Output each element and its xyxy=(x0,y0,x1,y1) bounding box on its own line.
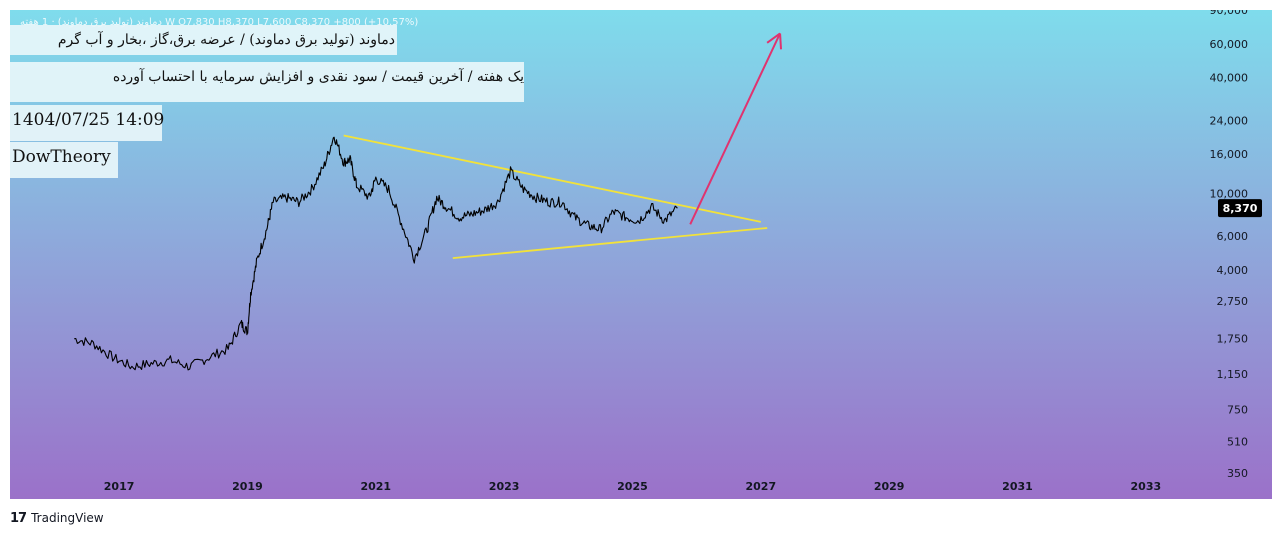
y-tick-label: 750 xyxy=(1227,403,1248,416)
y-tick-label: 40,000 xyxy=(1210,72,1249,85)
y-tick-label: 350 xyxy=(1227,467,1248,480)
y-tick-label: 90,000 xyxy=(1210,10,1249,17)
y-tick-label: 1,150 xyxy=(1217,368,1249,381)
x-tick-label: 2033 xyxy=(1131,480,1162,493)
y-tick-label: 4,000 xyxy=(1217,264,1249,277)
ticker-info: دماوند (تولید برق دماوند) · 1 هفته W O7,… xyxy=(20,17,419,28)
forecast-arrow-shaft xyxy=(689,32,781,225)
chart-area[interactable]: 90,000 60,000 40,000 24,000 16,000 10,000 6,00… xyxy=(10,10,1272,499)
y-tick-label: 24,000 xyxy=(1210,114,1249,127)
triangle-lower-trendline xyxy=(452,227,768,259)
forecast-arrow-head-left xyxy=(766,32,781,44)
y-tick-label: 16,000 xyxy=(1210,148,1249,161)
y-tick-label: 10,000 xyxy=(1210,187,1249,200)
x-tick-label: 2027 xyxy=(745,480,776,493)
y-tick-label: 6,000 xyxy=(1217,230,1249,243)
last-price-badge xyxy=(1218,199,1262,218)
x-tick-label: 2029 xyxy=(874,480,905,493)
y-tick-label: 510 xyxy=(1227,436,1248,449)
x-tick-label: 2025 xyxy=(617,480,648,493)
x-tick-label: 2031 xyxy=(1002,480,1033,493)
chart-author: DowTheory xyxy=(10,142,118,178)
x-tick-label: 2017 xyxy=(104,480,135,493)
footer: 17 TradingView xyxy=(10,509,104,527)
tradingview-logo-icon[interactable]: 17 xyxy=(10,510,27,526)
x-tick-label: 2019 xyxy=(232,480,263,493)
chart-subtitle: یک هفته / آخرین قیمت / سود نقدی و افزایش… xyxy=(10,62,524,102)
y-tick-label: 1,750 xyxy=(1217,333,1249,346)
brand-label[interactable]: TradingView xyxy=(31,511,104,525)
y-tick-label: 60,000 xyxy=(1210,38,1249,51)
x-tick-label: 2023 xyxy=(489,480,520,493)
price-series-line xyxy=(74,136,678,371)
price-chart[interactable]: 90,000 60,000 40,000 24,000 16,000 10,000 6,00… xyxy=(10,10,1272,499)
triangle-upper-trendline xyxy=(343,134,761,223)
last-price-label: 8,370 xyxy=(1223,202,1258,215)
x-tick-label: 2021 xyxy=(360,480,391,493)
chart-datetime: 1404/07/25 14:09 xyxy=(10,105,164,141)
chart-title: دماوند (تولید برق دماوند) / عرضه برق،گاز… xyxy=(10,25,397,55)
forecast-arrow-head-right xyxy=(779,33,783,50)
y-tick-label: 2,750 xyxy=(1217,295,1249,308)
